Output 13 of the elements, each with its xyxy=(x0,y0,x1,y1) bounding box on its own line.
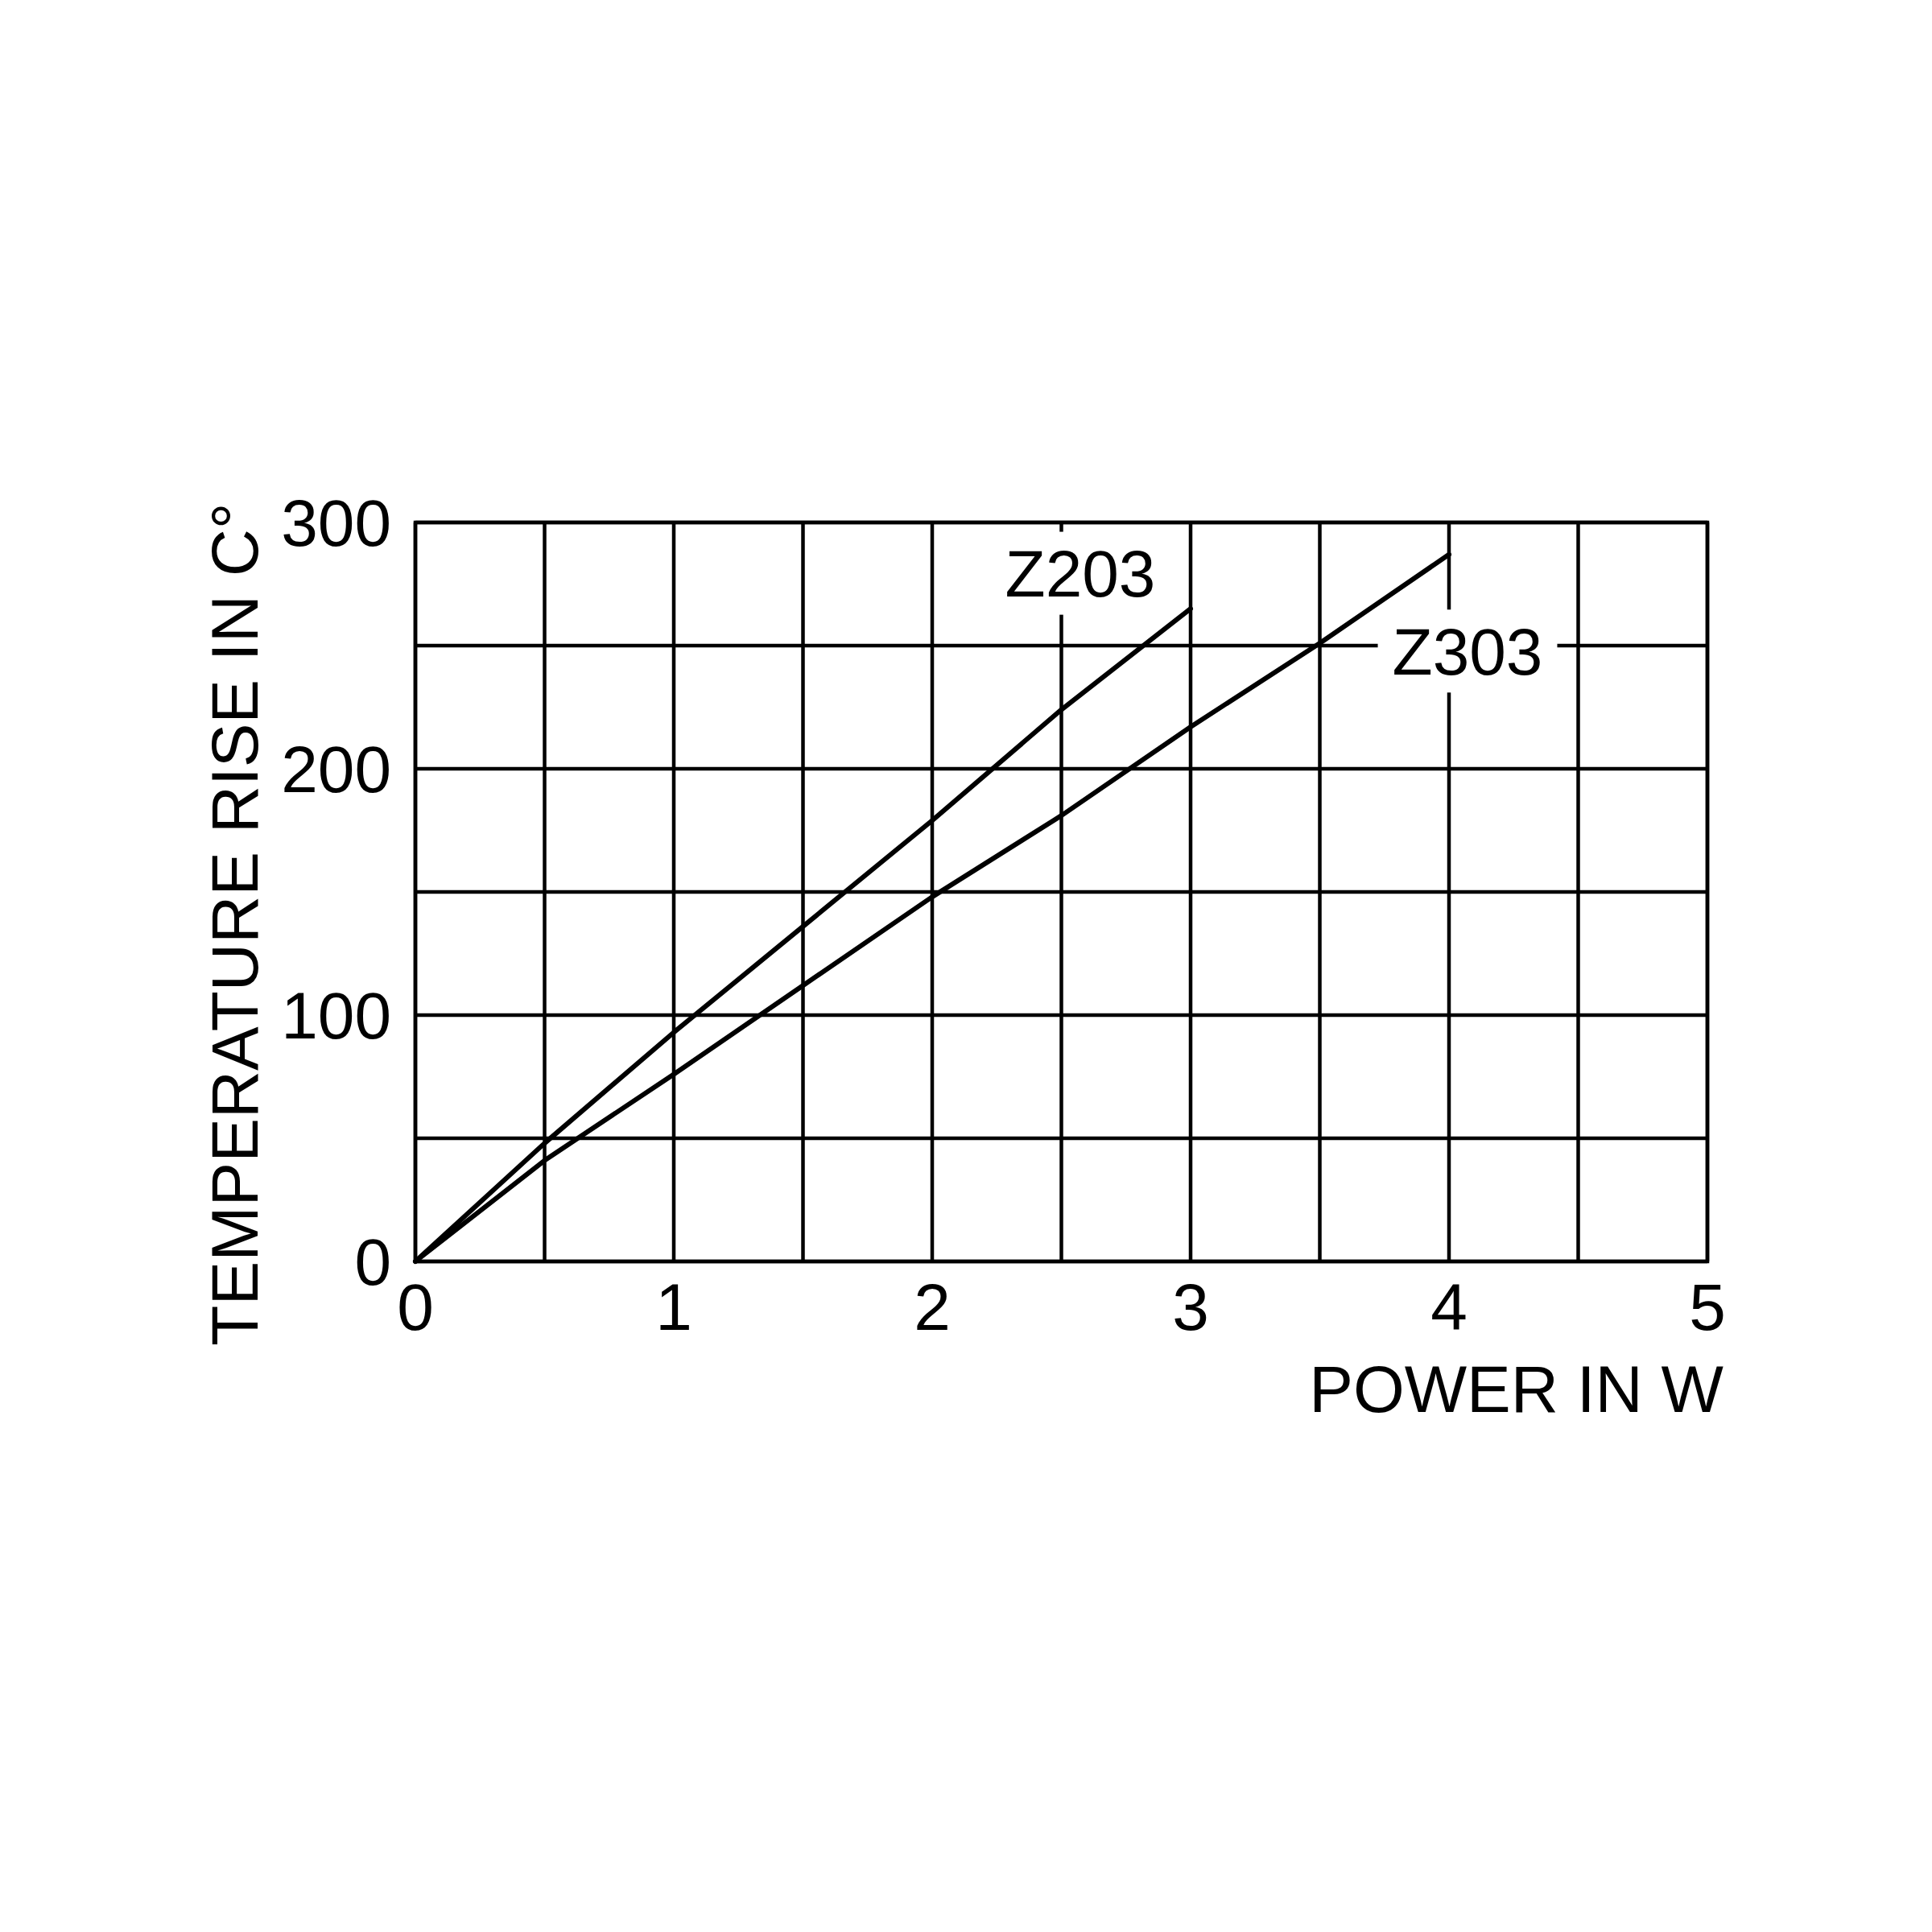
y-axis-title: TEMPERATURE RISE IN C° xyxy=(197,502,271,1346)
y-tick-label: 0 xyxy=(354,1224,391,1298)
series-label: Z203 xyxy=(1005,536,1156,610)
x-tick-label: 4 xyxy=(1430,1270,1468,1344)
x-tick-label: 2 xyxy=(914,1270,951,1344)
y-tick-label: 300 xyxy=(281,485,391,559)
series-label: Z303 xyxy=(1392,614,1543,688)
x-tick-label: 3 xyxy=(1172,1270,1209,1344)
x-tick-label: 1 xyxy=(655,1270,692,1344)
y-tick-label: 200 xyxy=(281,732,391,806)
x-axis-title: POWER IN W xyxy=(1309,1352,1724,1426)
x-tick-label: 5 xyxy=(1689,1270,1726,1344)
y-tick-label: 100 xyxy=(281,978,391,1052)
